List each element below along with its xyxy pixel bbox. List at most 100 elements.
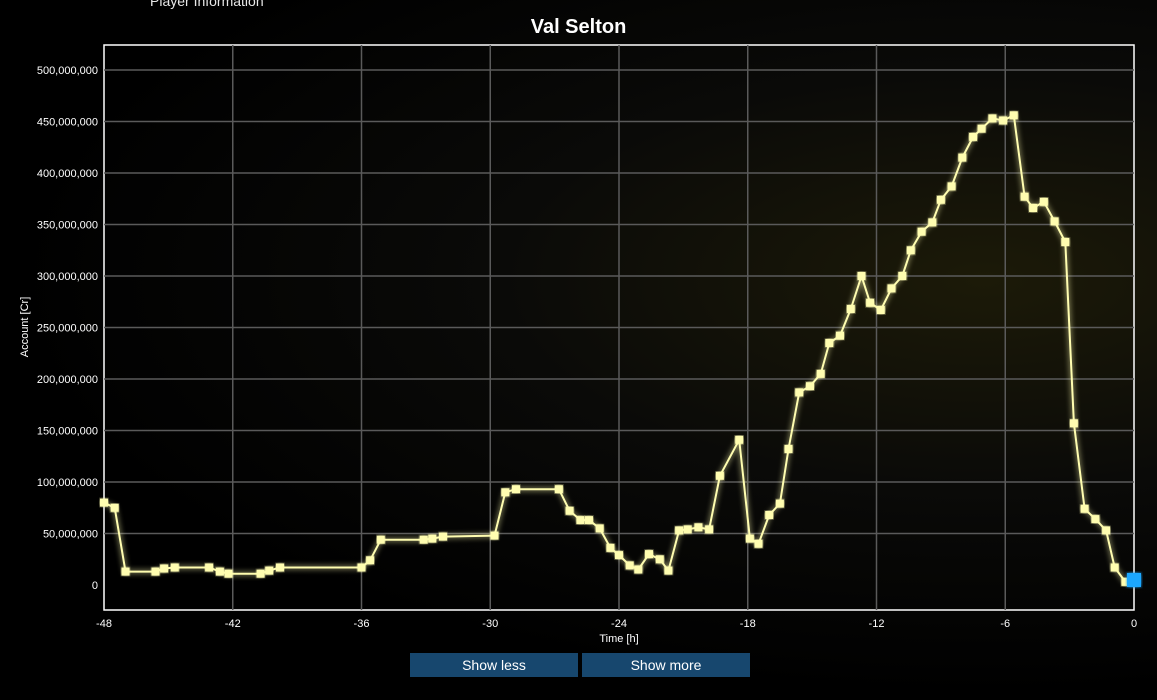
data-point [366,556,375,565]
data-point [988,114,997,123]
x-tick-label: 0 [1131,618,1137,630]
x-tick-label: -36 [354,618,370,630]
y-tick-label: 150,000,000 [37,426,98,438]
data-point [265,566,274,575]
data-point [160,564,169,573]
data-point [928,218,937,227]
data-point [675,526,684,535]
x-tick-label: -42 [225,618,241,630]
data-point [876,306,885,314]
data-point [1039,197,1048,206]
time-cursor-group [104,45,1141,587]
data-point [490,531,499,540]
data-point [655,555,664,564]
data-point [645,550,653,559]
data-point [215,567,224,576]
data-point [745,534,754,543]
data-point [100,498,108,507]
y-tick-label: 350,000,000 [37,220,98,232]
data-point [906,246,915,255]
data-point [816,369,825,378]
data-point [866,298,875,307]
data-point [205,563,214,572]
data-point [775,499,784,508]
data-point [170,563,179,572]
data-point [419,535,428,544]
data-point [806,382,814,391]
data-point [565,506,574,515]
data-point [439,532,447,541]
data-point [554,485,563,494]
data-point [735,435,744,444]
data-point [825,339,834,347]
x-axis-label: Time [h] [599,633,638,645]
data-point [1009,111,1018,120]
data-point [765,511,774,519]
data-point [1029,204,1038,212]
series-line [103,114,1127,583]
data-point [1061,238,1070,246]
y-tick-label: 250,000,000 [37,323,98,335]
data-point [754,539,763,548]
data-point [977,124,986,133]
data-point [501,488,510,497]
data-point [947,182,956,191]
cursor-handle[interactable] [1127,573,1141,587]
data-point [1121,577,1130,586]
data-point [576,516,585,525]
data-point [1102,526,1111,535]
data-point [999,116,1008,125]
data-point [969,132,978,141]
show-less-button[interactable]: Show less [410,653,578,677]
series-line-group [100,111,1130,586]
data-point [1020,192,1029,201]
data-point [1080,504,1089,513]
y-tick-label: 400,000,000 [37,168,98,180]
data-point [585,516,593,525]
data-point [224,569,233,578]
data-point [898,272,907,280]
data-point [857,272,866,280]
data-point [784,445,793,453]
data-point [606,543,615,552]
x-tick-label: -18 [740,618,756,630]
data-point [121,567,130,576]
chart-title: Val Selton [530,16,627,38]
chart-grid [103,44,1135,611]
y-tick-label: 500,000,000 [37,65,98,77]
data-point [664,566,673,575]
data-point [376,535,385,544]
data-point [110,503,119,512]
y-tick-label: 300,000,000 [37,271,98,283]
data-point [1110,563,1119,572]
data-point [428,534,437,543]
x-tick-label: -48 [96,618,112,630]
data-point [615,551,623,560]
data-point [276,563,284,572]
data-point [795,388,804,397]
x-tick-label: -30 [482,618,498,630]
data-point [512,485,520,494]
x-tick-label: -12 [869,618,885,630]
data-point [1069,419,1078,428]
show-more-button[interactable]: Show more [582,653,750,677]
x-axis-ticks: -48 -42 -36 -30 -24 -18 -12 -6 0 [96,618,1137,630]
line-chart: 0 50,000,000 100,000,000 150,000,000 200,000… [19,44,1141,645]
x-tick-label: -6 [1000,618,1010,630]
data-point [887,284,896,293]
data-point [256,569,265,578]
y-tick-label: 100,000,000 [37,477,98,489]
section-header: Player Information [150,0,264,9]
data-point [634,565,643,574]
data-point [151,567,160,576]
y-axis-ticks: 0 50,000,000 100,000,000 150,000,000 200,000… [37,65,98,592]
data-point [1050,217,1059,226]
data-point [683,525,692,534]
data-point [936,195,945,204]
data-point [917,227,926,236]
data-point [846,305,855,313]
data-point [1091,515,1100,524]
data-point [625,561,634,570]
y-axis-label: Account [Cr] [19,297,31,358]
data-point [595,524,604,533]
